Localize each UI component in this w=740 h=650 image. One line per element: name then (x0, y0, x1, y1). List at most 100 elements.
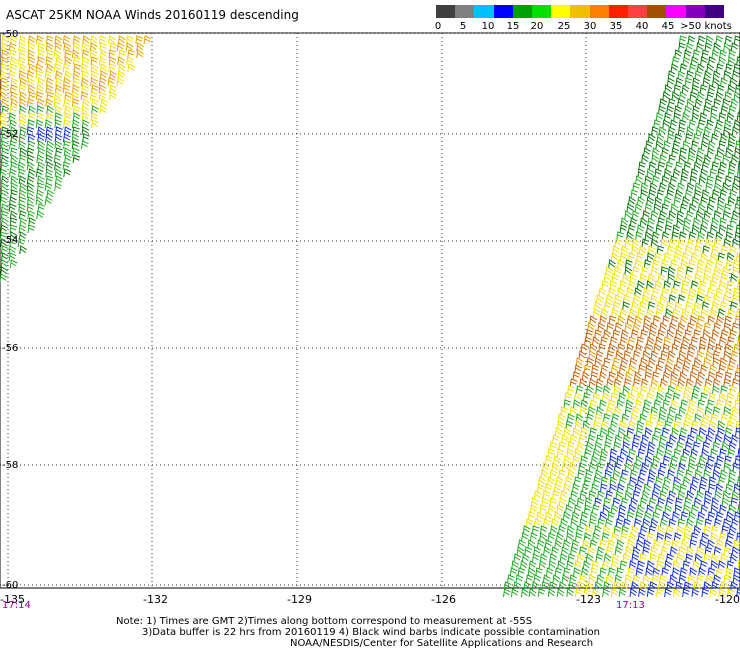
wind-barb (636, 252, 644, 262)
wind-barb (533, 546, 542, 556)
wind-barb (675, 161, 683, 171)
wind-barb (730, 497, 739, 507)
ytick-label-6: -60 (2, 580, 18, 591)
wind-barb (556, 504, 565, 514)
wind-barb (575, 385, 584, 395)
wind-barb (671, 56, 680, 66)
wind-barb (596, 294, 604, 304)
wind-barb (616, 231, 624, 241)
wind-barb (560, 406, 568, 416)
wind-barb (677, 322, 686, 332)
wind-barb (729, 329, 737, 339)
wind-barb (18, 112, 27, 122)
wind-barb (556, 588, 565, 598)
wind-barb (519, 560, 528, 570)
wind-barb (666, 357, 674, 367)
wind-barb (37, 140, 46, 150)
wind-barb (656, 301, 665, 311)
wind-barb (573, 504, 582, 514)
wind-barb (692, 217, 701, 227)
wind-barb (624, 462, 633, 472)
wind-barb (729, 245, 737, 255)
wind-barb (620, 217, 629, 227)
wind-barb (636, 420, 645, 430)
wind-barb (717, 308, 726, 318)
wind-barb (673, 252, 682, 262)
wind-barb (674, 49, 683, 59)
wind-barb (72, 147, 80, 157)
wind-barb (36, 182, 45, 192)
wind-barb (639, 217, 648, 227)
wind-barb (588, 378, 597, 388)
wind-barb (1, 35, 10, 45)
wind-barb (624, 266, 633, 276)
wind-barb (638, 364, 646, 374)
wind-barb (724, 399, 733, 409)
wind-barb (89, 42, 98, 52)
wind-barb (629, 357, 638, 367)
wind-barb (613, 581, 621, 591)
wind-barb (26, 126, 35, 136)
wind-barb (10, 133, 19, 143)
wind-barb (661, 203, 670, 213)
wind-barb (686, 182, 695, 192)
wind-barb (704, 490, 713, 500)
wind-barb (589, 399, 598, 409)
wind-barb (590, 371, 599, 381)
wind-barb (553, 483, 562, 493)
wind-barb (664, 588, 672, 598)
wind-barb (667, 273, 675, 283)
wind-barb (682, 476, 691, 486)
wind-barb (90, 63, 99, 73)
wind-barb (26, 154, 35, 164)
wind-barb (590, 455, 599, 465)
wind-barb (605, 434, 613, 444)
wind-barb (99, 42, 107, 52)
wind-barb (603, 413, 611, 423)
wind-barb (675, 385, 683, 395)
wind-barb (569, 462, 577, 472)
wind-barb (579, 406, 588, 416)
wind-barb (693, 161, 702, 171)
wind-barb (698, 343, 707, 353)
wind-barb (603, 553, 612, 563)
wind-barb (691, 84, 700, 94)
wind-barb (538, 560, 547, 570)
wind-barb (712, 357, 721, 367)
wind-barb (704, 266, 712, 276)
wind-barb (639, 469, 647, 479)
right-swath-wind-barbs (503, 35, 740, 598)
wind-barb (667, 385, 676, 395)
wind-barb (639, 441, 648, 451)
wind-barb (708, 476, 717, 486)
wind-barb (653, 119, 661, 129)
wind-barb (612, 245, 620, 255)
wind-barb (733, 567, 740, 577)
wind-barb (675, 273, 684, 283)
wind-barb (677, 294, 686, 304)
wind-barb (651, 574, 660, 584)
wind-barb (693, 581, 702, 591)
wind-barb (118, 49, 127, 59)
wind-barb (625, 259, 633, 269)
wind-barb (632, 462, 641, 472)
wind-barb (715, 371, 724, 381)
wind-barb (646, 504, 654, 514)
wind-barb (53, 154, 62, 164)
wind-barb (729, 189, 738, 199)
wind-barb (677, 490, 686, 500)
wind-barb (632, 294, 641, 304)
wind-barb (662, 511, 670, 521)
wind-barb (703, 105, 711, 115)
wind-barb (28, 63, 37, 73)
wind-barb (590, 567, 599, 577)
wind-barb (586, 385, 594, 395)
wind-barb (642, 210, 650, 220)
wind-barb (716, 455, 724, 465)
wind-barb (8, 203, 17, 213)
wind-barb (682, 448, 691, 458)
wind-barb (71, 133, 80, 143)
wind-barb (733, 35, 740, 45)
wind-barb (736, 56, 740, 66)
wind-barb (660, 350, 669, 360)
